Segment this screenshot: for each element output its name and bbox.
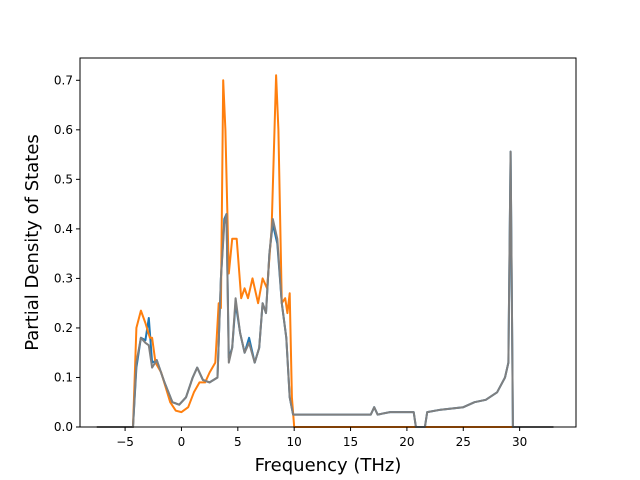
x-axis-label: Frequency (THz): [255, 455, 402, 476]
x-tick-label: 30: [512, 435, 527, 449]
x-tick-label: 25: [456, 435, 471, 449]
y-tick-label: 0.1: [54, 370, 73, 384]
y-tick-label: 0.2: [54, 321, 73, 335]
x-tick-label: 5: [234, 435, 242, 449]
y-tick-label: 0.6: [54, 123, 73, 137]
y-tick-label: 0.0: [54, 420, 73, 434]
series-line-2: [96, 74, 554, 428]
axes-frame: [79, 57, 577, 428]
series-line-3: [96, 150, 554, 428]
x-tick-label: −5: [116, 435, 134, 449]
y-tick-label: 0.5: [54, 172, 73, 186]
x-tick-label: 20: [399, 435, 414, 449]
x-axis-ticks: −5 0 5 10 15 20 25 30: [116, 427, 527, 449]
x-tick-label: 0: [178, 435, 186, 449]
x-tick-label: 10: [287, 435, 302, 449]
y-tick-label: 0.3: [54, 271, 73, 285]
series-lines: [96, 74, 554, 428]
y-tick-label: 0.4: [54, 222, 73, 236]
y-axis-ticks: 0.0 0.1 0.2 0.3 0.4 0.5 0.6 0.7: [54, 73, 80, 434]
y-tick-label: 0.7: [54, 73, 73, 87]
y-axis-label: Partial Density of States: [22, 134, 43, 351]
x-tick-label: 15: [343, 435, 358, 449]
